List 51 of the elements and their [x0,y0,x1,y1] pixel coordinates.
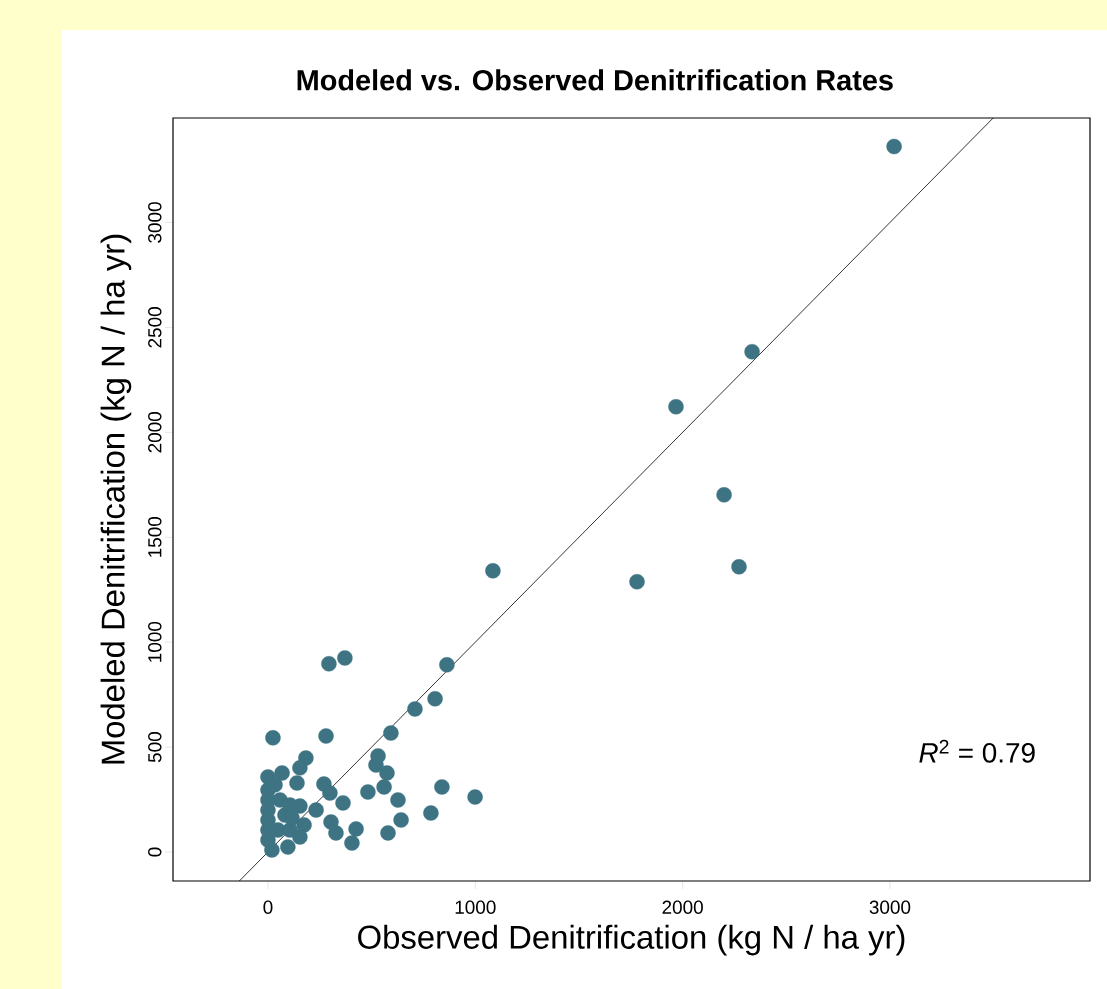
point [439,657,455,673]
point [379,765,395,781]
point [383,725,399,741]
x-tick-label: 1000 [455,900,496,914]
point [731,559,747,575]
point [308,802,324,818]
point [668,399,684,415]
point [467,789,483,805]
point [390,792,406,808]
point [344,835,360,851]
point [434,779,450,795]
point [393,812,409,828]
y-tick-label: 3000 [148,202,162,243]
y-tick-label: 0 [148,847,162,857]
y-tick-label: 1500 [148,516,162,557]
x-tick-label: 3000 [869,900,911,914]
point [321,656,337,672]
point [274,765,290,781]
y-tick-label: 2500 [148,307,162,348]
point [335,795,351,811]
point [292,760,308,776]
point [368,757,384,773]
point [284,810,300,826]
y-tick-label: 1000 [148,621,162,662]
point [265,730,281,746]
x-axis-title: Observed Denitrification (kg N / ha yr) [358,924,905,956]
x-tick-label: 0 [263,900,273,914]
point [485,563,501,579]
point [407,701,423,717]
x-tick-label: 2000 [662,900,703,914]
point [376,779,392,795]
y-axis-title: Modeled Denitrification (kg N / ha yr) [100,234,132,764]
chart-title: Modeled vs. Observed Denitrification Rates [297,69,893,91]
point [318,728,334,744]
annotation: R$^{2}$ = 0.79 [919,739,1035,763]
point [716,487,732,503]
point [886,138,902,155]
point [380,825,396,841]
point [629,574,645,590]
point [427,691,443,707]
point [322,785,338,801]
point [337,650,353,666]
y-tick-label: 500 [148,732,162,763]
point [423,805,439,821]
point [744,344,760,360]
point [280,839,296,855]
point [328,825,344,841]
point [289,775,305,791]
point [360,784,376,800]
point [348,821,364,837]
y-tick-label: 2000 [148,412,162,453]
